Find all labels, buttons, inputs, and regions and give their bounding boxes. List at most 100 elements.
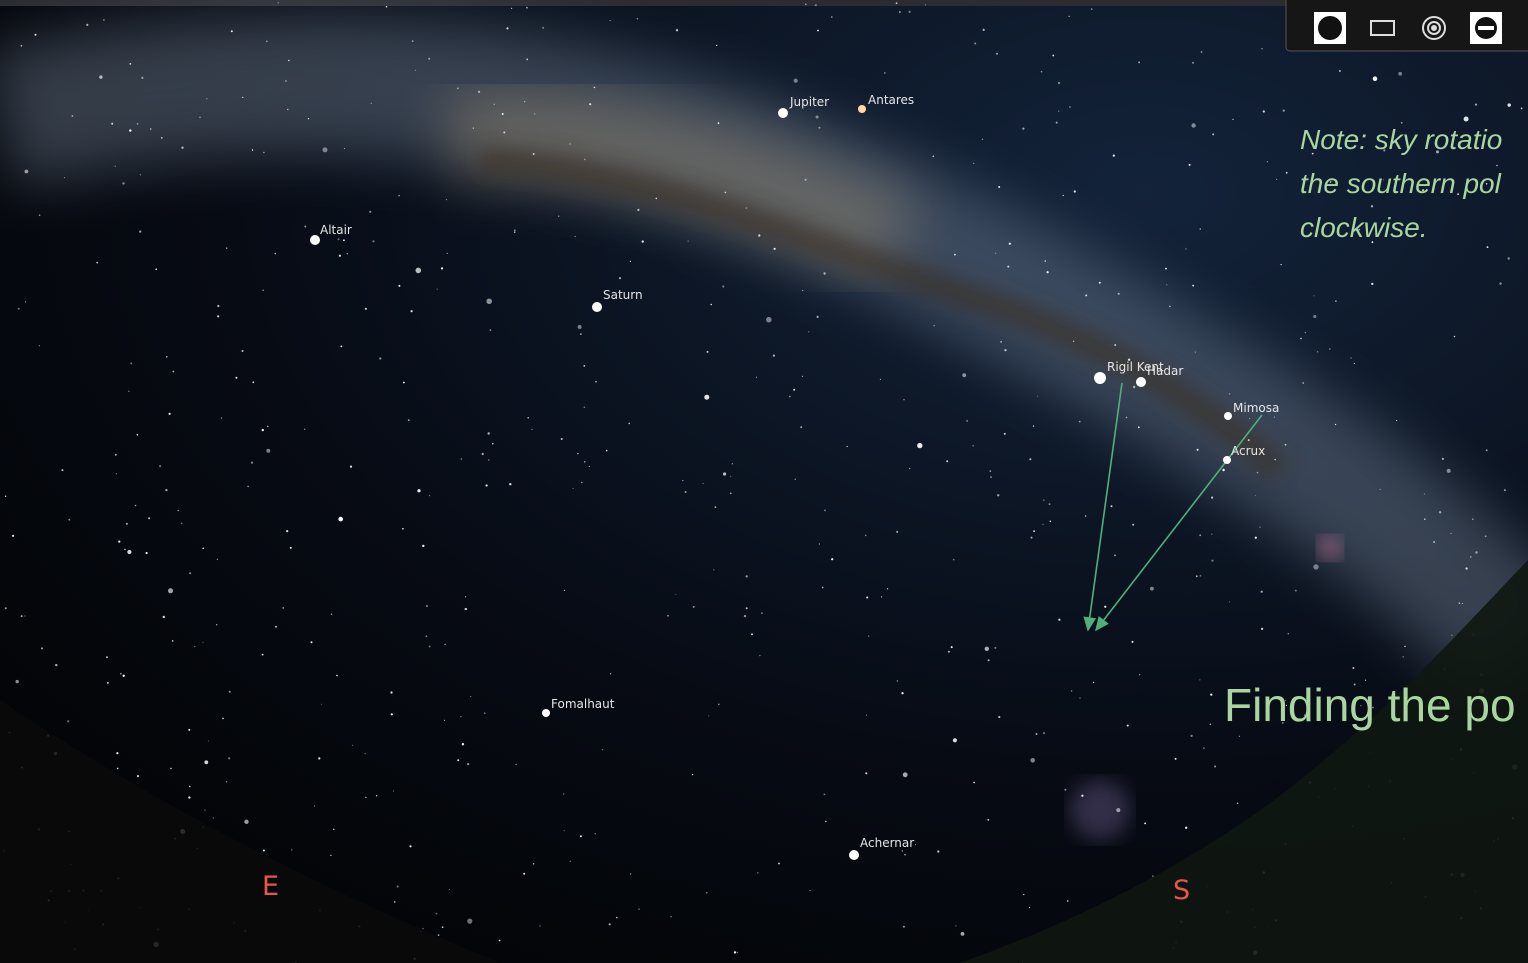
star [412, 40, 414, 42]
star [1462, 603, 1463, 604]
star [1475, 551, 1477, 553]
star [352, 745, 353, 746]
star [282, 607, 284, 609]
star [766, 317, 772, 323]
star [130, 362, 132, 364]
star [228, 757, 230, 759]
star [444, 720, 445, 721]
star [794, 79, 798, 83]
star [379, 357, 381, 359]
star [985, 647, 989, 651]
star [589, 103, 591, 105]
star [115, 166, 116, 167]
star [488, 459, 490, 461]
star [1041, 71, 1043, 73]
star [165, 489, 167, 491]
star [1058, 619, 1060, 621]
star [1261, 591, 1263, 593]
star [168, 588, 173, 593]
star [120, 673, 122, 675]
star [732, 463, 733, 464]
star [336, 675, 338, 677]
star [955, 925, 956, 926]
star [1442, 458, 1444, 460]
star [1189, 164, 1191, 166]
star [887, 588, 888, 589]
star [524, 101, 525, 102]
star [1210, 694, 1212, 696]
star [896, 531, 898, 533]
star [1335, 424, 1336, 425]
star [716, 45, 717, 46]
star [426, 605, 428, 607]
star [595, 833, 596, 834]
star [1007, 266, 1009, 268]
star [1029, 907, 1030, 908]
star [331, 613, 333, 615]
star [339, 255, 341, 257]
settings-button[interactable] [1470, 12, 1502, 44]
star [1023, 894, 1025, 896]
star [825, 821, 827, 823]
star [569, 143, 571, 145]
star [583, 365, 585, 367]
star [756, 377, 757, 378]
star [1132, 641, 1134, 643]
star [68, 519, 70, 521]
star [172, 640, 174, 642]
star [1222, 469, 1224, 471]
star [506, 27, 508, 29]
star [868, 636, 869, 637]
star [805, 3, 807, 5]
star [509, 483, 511, 485]
star [526, 7, 528, 9]
star [896, 2, 898, 4]
star [1459, 602, 1461, 604]
star [542, 709, 550, 717]
star [39, 345, 40, 346]
star [137, 123, 139, 125]
star [1350, 357, 1351, 358]
star [1249, 418, 1250, 419]
star [1000, 341, 1001, 342]
star [1033, 425, 1034, 426]
star [866, 597, 868, 599]
star [903, 399, 904, 400]
toolbar [1286, 0, 1528, 51]
star [398, 195, 400, 197]
star [1200, 575, 1202, 577]
disk-view-button[interactable] [1314, 12, 1346, 44]
star [1093, 682, 1094, 683]
star [1433, 541, 1435, 543]
star [514, 231, 516, 233]
star [573, 488, 574, 489]
star [795, 479, 796, 480]
star [831, 558, 833, 560]
star [656, 198, 658, 200]
star [1276, 179, 1277, 180]
star [1203, 747, 1205, 749]
star [998, 186, 1000, 188]
star [953, 738, 957, 742]
star [884, 72, 885, 73]
star [574, 236, 575, 237]
star [1116, 808, 1120, 812]
star [1175, 758, 1177, 760]
star-label: Mimosa [1233, 401, 1279, 415]
star [1404, 646, 1405, 647]
star [1200, 228, 1201, 229]
star [426, 635, 428, 637]
star-label: Antares [868, 93, 914, 107]
star [1133, 386, 1135, 388]
star [55, 664, 57, 666]
star [1056, 122, 1058, 124]
star [394, 901, 396, 903]
star [1424, 494, 1425, 495]
note-line: clockwise. [1300, 212, 1428, 243]
star [1305, 332, 1306, 333]
star [675, 594, 676, 595]
star [638, 908, 640, 910]
star [323, 147, 328, 152]
star [116, 752, 118, 754]
star [1288, 633, 1289, 634]
